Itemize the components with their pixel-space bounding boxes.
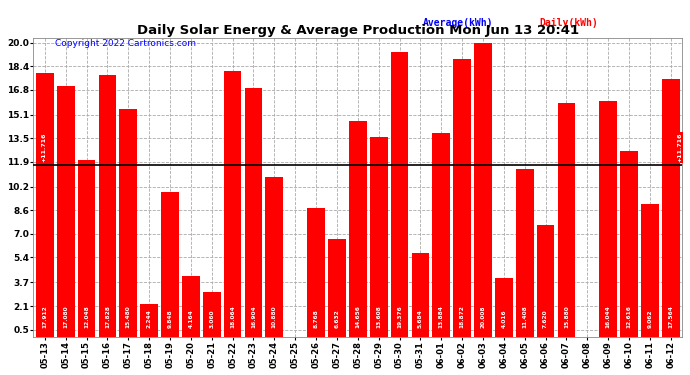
Bar [558,104,575,337]
Text: 4.016: 4.016 [502,309,506,328]
Bar [391,52,408,337]
Text: 14.656: 14.656 [355,305,360,328]
Text: 16.904: 16.904 [251,306,256,328]
Text: 17.828: 17.828 [105,305,110,328]
Bar [140,304,158,337]
Text: 17.912: 17.912 [42,305,48,328]
Text: 18.064: 18.064 [230,305,235,328]
Text: 5.684: 5.684 [418,309,423,328]
Bar [641,204,659,337]
Bar [36,74,54,337]
Bar [161,192,179,337]
Text: Daily(kWh): Daily(kWh) [540,18,598,28]
Text: 3.060: 3.060 [209,310,215,328]
Text: 17.564: 17.564 [669,305,673,328]
Bar [453,59,471,337]
Bar [370,137,388,337]
Bar [182,276,200,337]
Bar [78,160,95,337]
Text: 13.608: 13.608 [376,305,381,328]
Text: +11.716: +11.716 [678,133,682,162]
Text: 12.048: 12.048 [84,305,89,328]
Bar [119,109,137,337]
Text: 6.632: 6.632 [335,309,339,328]
Bar [537,225,555,337]
Text: 19.376: 19.376 [397,305,402,328]
Text: 2.244: 2.244 [147,309,152,328]
Text: 9.062: 9.062 [647,310,653,328]
Text: Average(kWh): Average(kWh) [423,18,493,28]
Bar [307,208,325,337]
Text: +11.716: +11.716 [41,133,46,162]
Bar [99,75,117,337]
Text: 11.408: 11.408 [522,305,527,328]
Text: 13.884: 13.884 [439,305,444,328]
Bar [245,88,262,337]
Bar [620,152,638,337]
Text: 20.008: 20.008 [480,306,486,328]
Text: Copyright 2022 Cartronics.com: Copyright 2022 Cartronics.com [55,39,196,48]
Text: 4.164: 4.164 [188,309,193,328]
Text: 18.872: 18.872 [460,305,464,328]
Bar [411,253,429,337]
Bar [600,101,617,337]
Title: Daily Solar Energy & Average Production Mon Jun 13 20:41: Daily Solar Energy & Average Production … [137,24,579,37]
Text: 15.880: 15.880 [564,305,569,328]
Bar [495,278,513,337]
Text: 7.620: 7.620 [543,309,548,328]
Bar [516,169,533,337]
Bar [433,133,450,337]
Text: 8.768: 8.768 [313,309,319,328]
Bar [662,79,680,337]
Text: 10.880: 10.880 [272,306,277,328]
Text: 9.848: 9.848 [168,309,172,328]
Text: 16.044: 16.044 [606,305,611,328]
Bar [224,71,241,337]
Bar [474,43,492,337]
Text: 17.080: 17.080 [63,306,68,328]
Bar [349,122,366,337]
Text: 12.616: 12.616 [627,305,631,328]
Bar [57,86,75,337]
Bar [203,292,221,337]
Bar [266,177,283,337]
Text: 15.480: 15.480 [126,305,131,328]
Bar [328,239,346,337]
